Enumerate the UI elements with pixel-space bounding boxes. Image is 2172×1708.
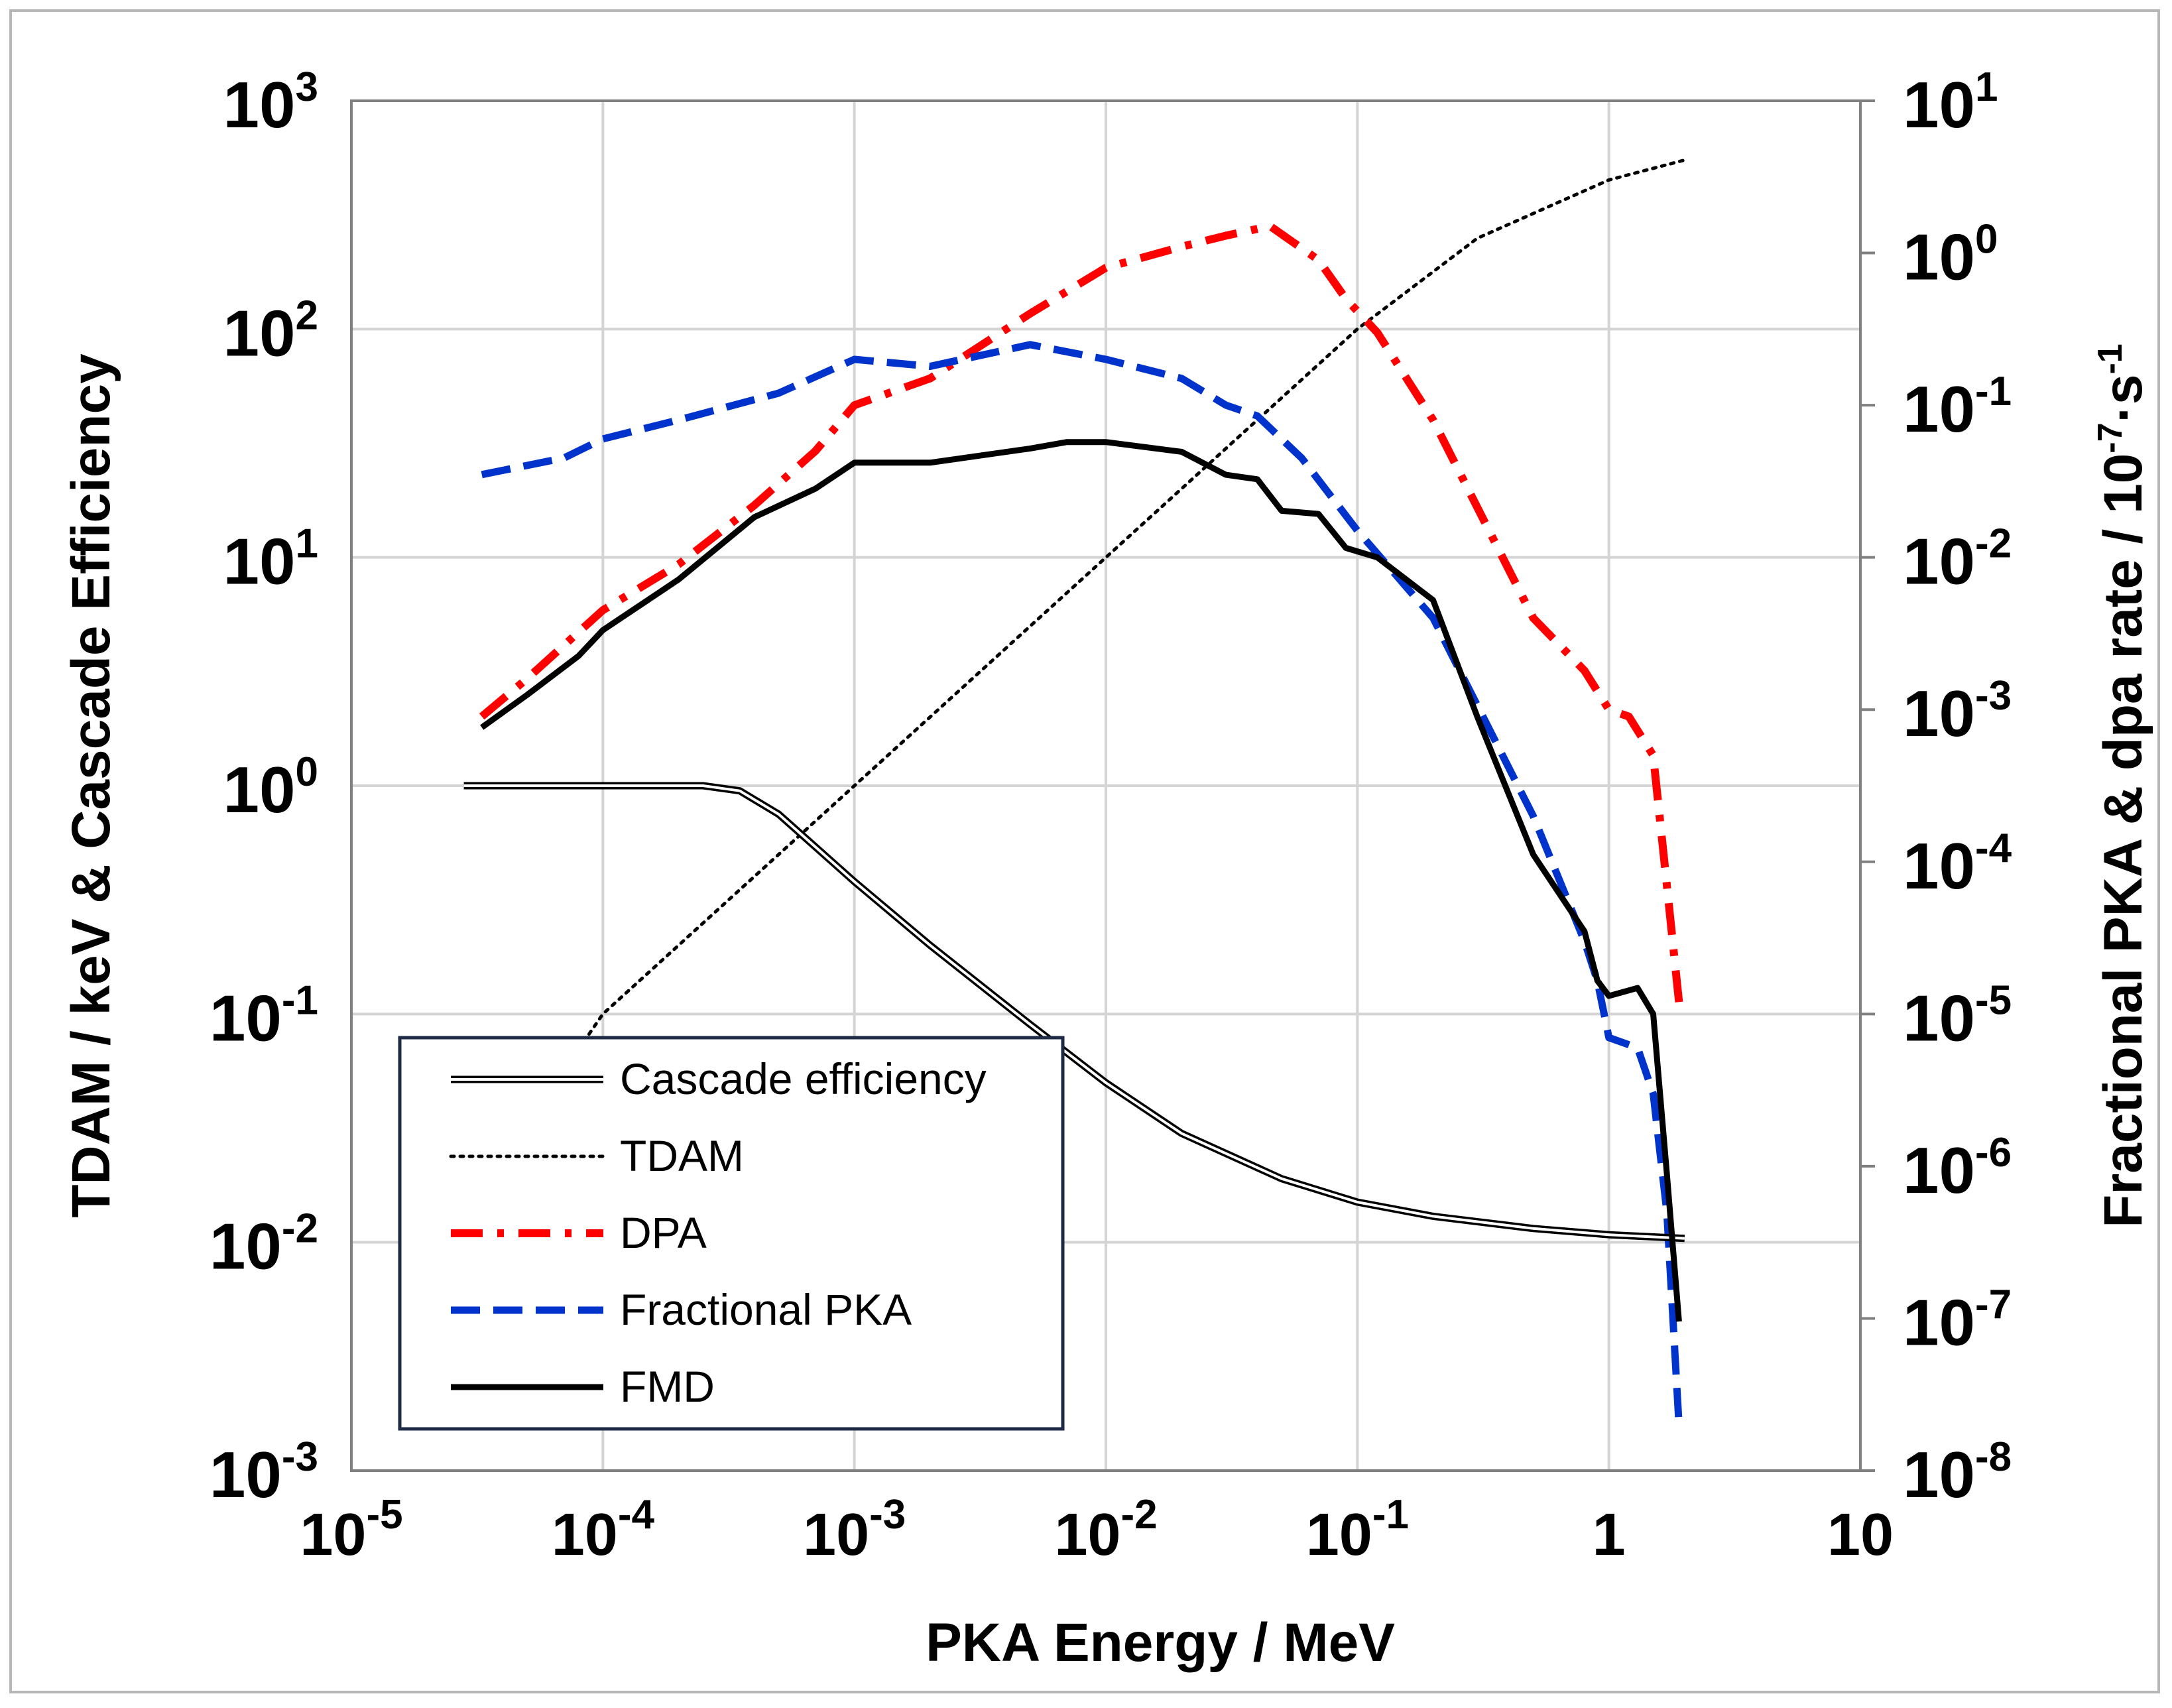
x-tick-label: 1	[1593, 1502, 1626, 1568]
y2-tick-label: 10-2	[1903, 521, 2012, 598]
x-tick-label-base: 10	[1827, 1502, 1894, 1568]
y2-tick-label: 10-6	[1903, 1130, 2012, 1207]
y-tick-label-base: 10	[223, 296, 296, 369]
x-tick-label-exp: -1	[1372, 1492, 1409, 1538]
x-tick-label-base: 10	[300, 1502, 366, 1568]
series-dpa	[479, 222, 1683, 1003]
y2-axis-label-main: Fractional PKA & dpa rate / 10	[2093, 454, 2153, 1228]
y2-tick-label-exp: 1	[1975, 64, 1998, 110]
y2-axis-label-exp: -7	[2091, 422, 2130, 453]
y-tick-label: 102	[223, 292, 319, 369]
x-tick-label-base: 10	[552, 1502, 618, 1568]
x-tick-label-exp: -5	[366, 1492, 402, 1538]
y2-tick-label: 10-5	[1903, 977, 2012, 1054]
y-tick-label-exp: 0	[296, 749, 318, 795]
y-tick-label-base: 10	[210, 1438, 282, 1511]
x-tick-label-exp: -2	[1120, 1492, 1157, 1538]
y2-axis-label-tail-exp: -1	[2091, 343, 2130, 374]
y2-tick-label-exp: -3	[1975, 673, 2012, 719]
y-tick-label: 10-3	[210, 1434, 318, 1511]
x-tick-label-base: 1	[1593, 1502, 1626, 1568]
y2-tick-label-base: 10	[1903, 373, 1975, 446]
y-tick-label: 103	[223, 64, 319, 141]
legend-label-dpa: DPA	[620, 1208, 707, 1257]
y2-tick-label-exp: -2	[1975, 521, 2012, 567]
y2-tick-label-exp: -7	[1975, 1282, 2012, 1327]
x-tick-label: 10-5	[300, 1492, 402, 1568]
x-tick-label: 10	[1827, 1502, 1894, 1568]
legend-box	[398, 1036, 1065, 1431]
y-tick-label-base: 10	[223, 68, 296, 141]
y2-tick-label-base: 10	[1903, 1438, 1975, 1511]
series-fmd	[480, 439, 1682, 1322]
y2-tick-label-exp: -8	[1975, 1434, 2012, 1480]
tick-labels: 10-5 10-4 10-3 10-2 10-1 1 1010-310-210-110010…	[210, 64, 2012, 1568]
y2-axis-label: Fractional PKA & dpa rate / 10-7·s-1	[2091, 343, 2153, 1227]
y2-axis-label-tail: ·s	[2093, 375, 2153, 423]
x-tick-label-exp: -4	[618, 1492, 655, 1538]
y2-tick-label: 10-8	[1903, 1434, 2012, 1511]
y2-tick-label-base: 10	[1903, 677, 1975, 750]
y-tick-label-exp: 2	[296, 292, 318, 338]
x-tick-label-base: 10	[1306, 1502, 1372, 1568]
y-tick-label-base: 10	[210, 981, 282, 1054]
legend-label-tdam: TDAM	[620, 1131, 744, 1180]
y-tick-label-exp: -1	[282, 977, 318, 1023]
figure-frame	[9, 9, 2160, 1693]
y2-tick-label-base: 10	[1903, 525, 1975, 598]
y-tick-label-base: 10	[210, 1210, 282, 1283]
x-tick-label: 10-4	[552, 1492, 655, 1568]
series-layer	[463, 158, 1687, 1426]
y2-tick-label: 10-1	[1903, 369, 2012, 446]
y2-tick-label: 10-3	[1903, 673, 2012, 750]
y-tick-label: 100	[223, 749, 319, 826]
x-axis-label: PKA Energy / MeV	[926, 1613, 1395, 1673]
y2-tick-label-base: 10	[1903, 1134, 1975, 1207]
y-tick-label-exp: 3	[296, 64, 318, 110]
y2-tick-label: 100	[1903, 217, 1998, 294]
x-tick-label: 10-2	[1054, 1492, 1157, 1568]
y-tick-label-base: 10	[223, 525, 296, 598]
y2-tick-label-base: 10	[1903, 221, 1975, 294]
x-tick-label: 10-1	[1306, 1492, 1409, 1568]
series-cascade-efficiency-inner	[463, 784, 1685, 1240]
y-tick-label: 101	[223, 521, 319, 598]
series-tdam	[577, 158, 1687, 1052]
y2-tick-label-exp: -6	[1975, 1130, 2012, 1176]
y2-tick-label-base: 10	[1903, 981, 1975, 1054]
series-fractional-pka	[481, 341, 1683, 1426]
x-tick-label-base: 10	[803, 1502, 869, 1568]
y2-tick-label-base: 10	[1903, 68, 1975, 141]
legend: Cascade efficiency TDAM DPA Fractional PKA F…	[398, 1036, 1065, 1431]
y-tick-label-exp: -3	[282, 1434, 318, 1480]
y2-tick-label-exp: -5	[1975, 977, 2012, 1023]
y-tick-label: 10-1	[210, 977, 318, 1054]
y2-tick-label: 10-4	[1903, 825, 2012, 902]
y2-tick-label-base: 10	[1903, 829, 1975, 902]
y-axis-label: TDAM / keV & Cascade Efficiency	[61, 353, 121, 1218]
y-tick-label-exp: -2	[282, 1206, 318, 1252]
y2-tick-label: 10-7	[1903, 1282, 2012, 1359]
y-tick-label-exp: 1	[296, 521, 318, 567]
y-tick-label: 10-2	[210, 1206, 318, 1283]
y2-tick-label-exp: -1	[1975, 369, 2012, 414]
y-tick-label-base: 10	[223, 753, 296, 826]
x-tick-label-base: 10	[1054, 1502, 1120, 1568]
y2-tick-label-exp: 0	[1975, 217, 1998, 263]
legend-label-fmd: FMD	[620, 1362, 715, 1411]
y2-tick-label-base: 10	[1903, 1286, 1975, 1359]
y2-tick-label-exp: -4	[1975, 825, 2012, 871]
x-tick-label: 10-3	[803, 1492, 906, 1568]
y2-tick-label: 101	[1903, 64, 1998, 141]
x-tick-label-exp: -3	[869, 1492, 906, 1538]
legend-label-fractional-pka: Fractional PKA	[620, 1285, 912, 1334]
legend-label-cascade-efficiency: Cascade efficiency	[620, 1054, 987, 1103]
legend-items: Cascade efficiency TDAM DPA Fractional PKA F…	[449, 1054, 987, 1411]
